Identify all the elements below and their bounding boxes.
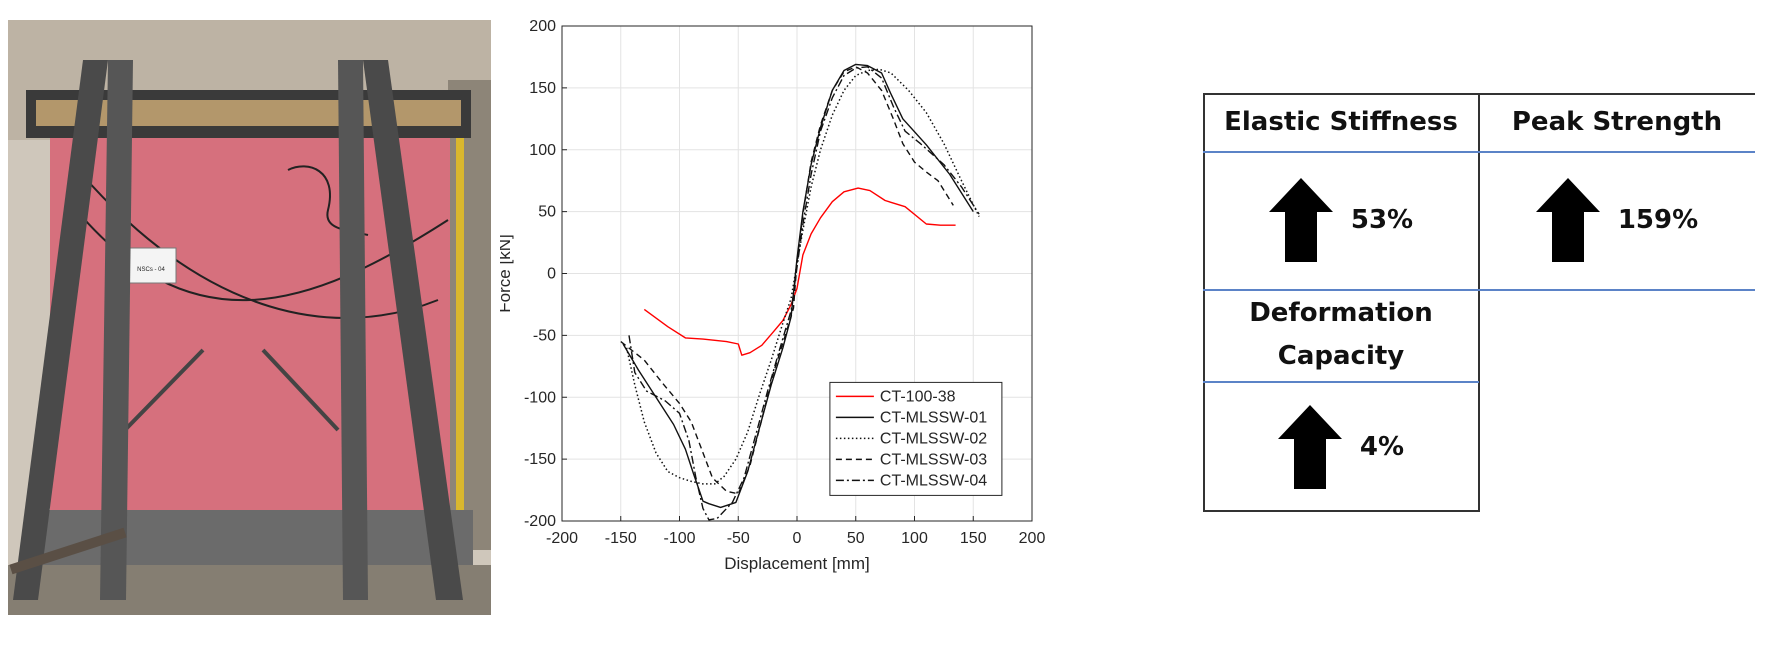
y-tick-label: -50 [533,327,556,344]
test-setup-photo: NSCs - 04 [8,20,491,615]
peak-strength-header: Peak Strength [1479,93,1755,151]
deformation-capacity-body: 4% [1203,381,1479,512]
series-line-ct-mlssw-03 [620,66,954,495]
elastic-stiffness-body: 53% [1203,151,1479,289]
photo-equipment [448,80,491,550]
peak-strength-label: Peak Strength [1511,106,1723,137]
deformation-capacity-label: Deformation Capacity [1249,298,1433,371]
frame-leg [363,60,463,600]
floor-pipe [9,527,127,575]
x-tick-label: 50 [847,530,865,547]
increase-arrow-icon [1535,178,1600,262]
table-divider [1203,381,1479,383]
series-line-ct-100-38 [643,187,956,356]
specimen-sign [125,247,177,284]
legend-label: CT-MLSSW-04 [880,472,987,489]
elastic-stiffness-value: 53% [1350,205,1414,235]
increase-arrow-icon [1268,178,1333,262]
x-tick-label: -50 [727,530,750,547]
specimen-sign-label: NSCs - 04 [137,267,165,273]
peak-strength-value: 159% [1617,205,1699,235]
legend-label: CT-MLSSW-03 [880,451,987,468]
y-tick-label: 50 [538,204,556,221]
elastic-stiffness-label: Elastic Stiffness [1224,106,1458,137]
x-tick-label: -150 [605,530,637,547]
x-tick-label: 0 [793,530,802,547]
up-arrow-shape [1535,178,1600,262]
frame-leg [13,60,108,600]
deformation-capacity-header: Deformation Capacity [1203,289,1479,381]
y-tick-label: -150 [524,451,556,468]
x-tick-label: 100 [901,530,928,547]
y-tick-label: 200 [529,18,556,35]
y-tick-label: -200 [524,513,556,530]
series-line-ct-mlssw-04 [628,66,980,521]
photo-yellow-post [456,90,464,510]
hysteresis-chart: -200 -150 -100 -50 0 50 100 150 200 -200 -150 -100 -… [500,18,1045,573]
elastic-stiffness-header: Elastic Stiffness [1203,93,1479,151]
frame-leg [100,60,133,600]
series-line-ct-mlssw-02 [625,68,980,485]
legend-label: CT-MLSSW-01 [880,409,987,426]
peak-strength-body: 159% [1479,151,1755,289]
x-tick-label: -200 [546,530,578,547]
x-axis-label: Displacement [mm] [724,554,869,573]
table-border-bottom [1203,510,1480,512]
x-tick-label: 150 [960,530,987,547]
up-arrow-shape [1277,404,1342,489]
up-arrow-shape [1268,178,1333,262]
increase-arrow-icon [1277,404,1342,489]
table-border-left [1203,93,1205,512]
frame-leg [338,60,368,600]
table-divider [1203,289,1755,291]
y-tick-label: -100 [524,389,556,406]
deformation-capacity-value: 4% [1359,431,1405,462]
lvdt-left [121,348,205,434]
legend-label: CT-MLSSW-02 [880,430,987,447]
y-tick-label: 0 [547,266,556,283]
legend: CT-100-38 CT-MLSSW-01 CT-MLSSW-02 CT-MLSSW-… [829,381,1003,496]
photo-floor [8,565,491,615]
table-border-middle [1478,93,1480,512]
x-tick-label: -100 [663,530,695,547]
legend-label: CT-100-38 [880,388,956,405]
axes: -200 -150 -100 -50 0 50 100 150 200 -200 -150 -100 -… [524,18,1045,547]
table-divider [1203,151,1755,153]
y-tick-label: 150 [529,80,556,97]
y-tick-label: 100 [529,142,556,159]
lvdt-right [261,348,340,432]
series [620,63,980,521]
legend-box [829,381,1003,496]
y-axis-label: Force [kN] [500,234,514,312]
x-tick-label: 200 [1019,530,1046,547]
